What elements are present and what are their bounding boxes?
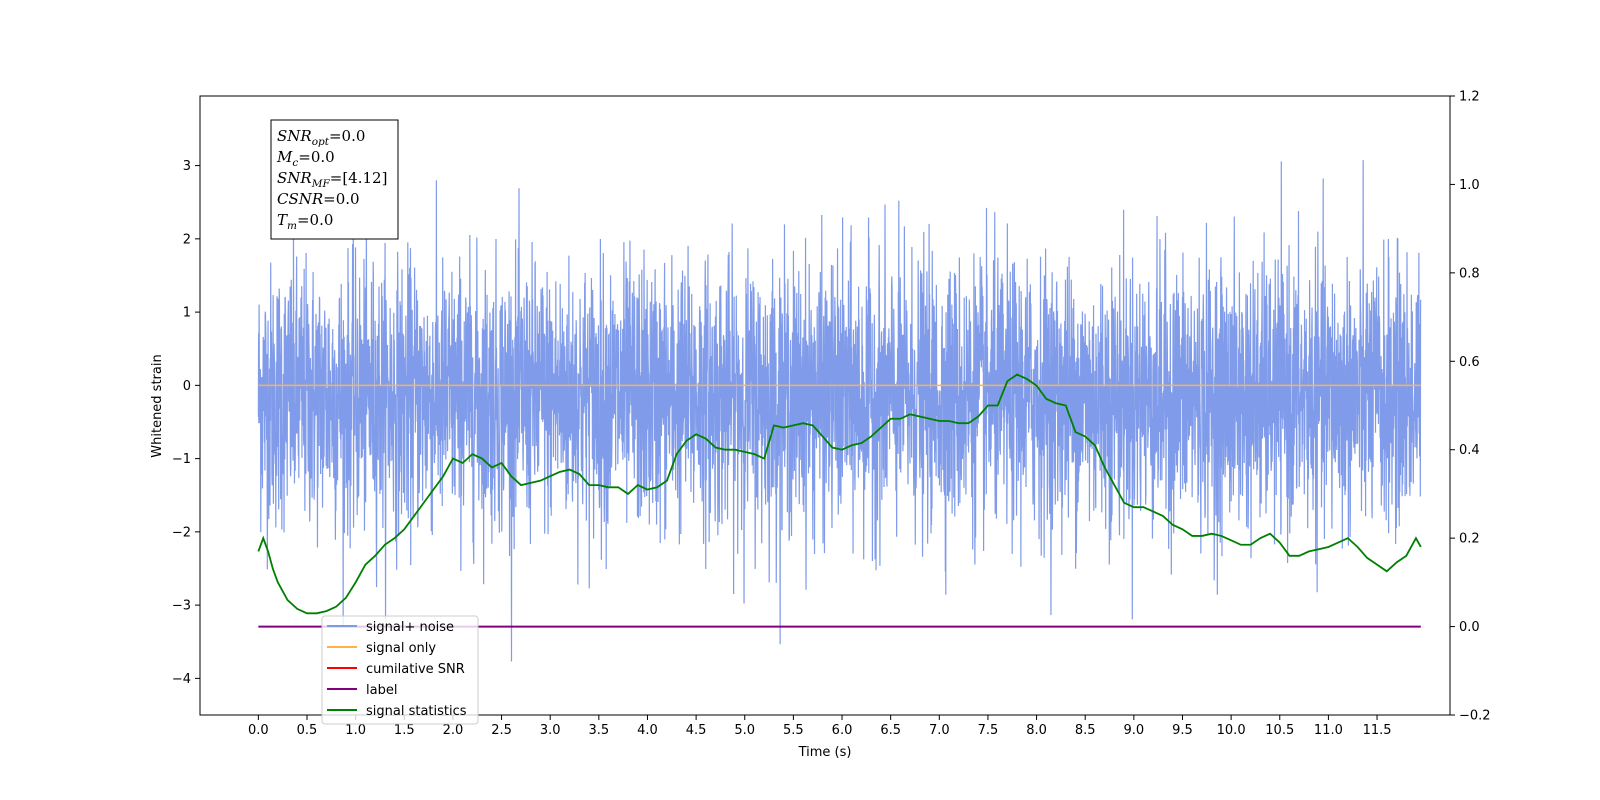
legend-frame	[321, 615, 479, 725]
x-tick-label: 11.0	[1314, 723, 1343, 738]
noise-series-layer	[257, 160, 1422, 662]
x-axis: 0.0 0.5 1.0 1.5 2.0 2.5 3.0 3.5 4.0 4.5 5.0 5.5 6.0 6…	[248, 715, 1392, 738]
x-tick-label: 8.0	[1026, 723, 1047, 738]
x-tick-label: 3.0	[540, 723, 561, 738]
annotation-frame	[270, 119, 399, 240]
y-tick-label: 2	[183, 232, 191, 247]
x-tick-label: 0.0	[248, 723, 269, 738]
y2-tick-label: −0.2	[1459, 709, 1491, 724]
legend-entry-label: signal+ noise	[366, 620, 454, 635]
x-axis-label: Time (s)	[798, 745, 852, 760]
x-tick-label: 3.5	[588, 723, 609, 738]
x-tick-label: 7.0	[929, 723, 950, 738]
legend-entry-label: cumilative SNR	[366, 662, 465, 677]
annotation-line: SNRopt=0.0	[277, 127, 365, 148]
legend-entry-label: signal only	[366, 641, 436, 656]
x-tick-label: 10.5	[1265, 723, 1294, 738]
y2-tick-label: 0.8	[1459, 266, 1480, 281]
y-tick-label: 3	[183, 159, 191, 174]
x-tick-label: 0.5	[297, 723, 318, 738]
noise-series-line	[257, 160, 1422, 662]
y-tick-label: 0	[183, 379, 191, 394]
y-axis-label: Whitened strain	[150, 354, 165, 457]
annotation-line: Tm=0.0	[277, 211, 333, 232]
plot-area-frame	[199, 95, 1451, 716]
y-tick-label: 1	[183, 306, 191, 321]
legend-entry-label: label	[366, 683, 397, 698]
y-tick-label: −1	[172, 452, 191, 467]
y2-tick-label: 0.2	[1459, 532, 1480, 547]
x-tick-label: 1.0	[345, 723, 366, 738]
x-tick-label: 9.5	[1172, 723, 1193, 738]
y2-tick-label: 0.6	[1459, 355, 1480, 370]
x-tick-label: 11.5	[1363, 723, 1392, 738]
legend: signal+ noise signal only cumilative SNR la…	[321, 615, 479, 725]
x-tick-label: 2.0	[443, 723, 464, 738]
x-tick-label: 8.5	[1075, 723, 1096, 738]
annotation-line: CSNR=0.0	[277, 190, 360, 208]
x-tick-label: 2.5	[491, 723, 512, 738]
x-tick-label: 6.5	[880, 723, 901, 738]
signal-statistics-line	[257, 373, 1422, 615]
y2-tick-label: 1.2	[1459, 90, 1480, 105]
y-axis-right: 1.2 1.0 0.8 0.6 0.4 0.2 0.0 −0.2	[1450, 90, 1491, 724]
x-tick-label: 4.5	[686, 723, 707, 738]
y-tick-label: −2	[172, 525, 191, 540]
y2-tick-label: 0.4	[1459, 443, 1480, 458]
x-tick-label: 4.0	[637, 723, 658, 738]
legend-entry-label: signal statistics	[366, 704, 467, 719]
x-tick-label: 10.0	[1217, 723, 1246, 738]
y2-tick-label: 1.0	[1459, 178, 1480, 193]
x-tick-label: 9.0	[1124, 723, 1145, 738]
x-tick-label: 5.5	[783, 723, 804, 738]
y2-tick-label: 0.0	[1459, 620, 1480, 635]
x-tick-label: 1.5	[394, 723, 415, 738]
x-tick-label: 7.5	[978, 723, 999, 738]
annotation-line: Mc=0.0	[276, 148, 335, 169]
y-tick-label: −3	[172, 599, 191, 614]
y-axis-left: 3 2 1 0 −1 −2 −3 −4	[172, 159, 200, 687]
x-tick-label: 5.0	[734, 723, 755, 738]
annotation-line: SNRMF=[4.12]	[277, 169, 387, 190]
x-tick-label: 6.0	[832, 723, 853, 738]
y-tick-label: −4	[172, 672, 191, 687]
